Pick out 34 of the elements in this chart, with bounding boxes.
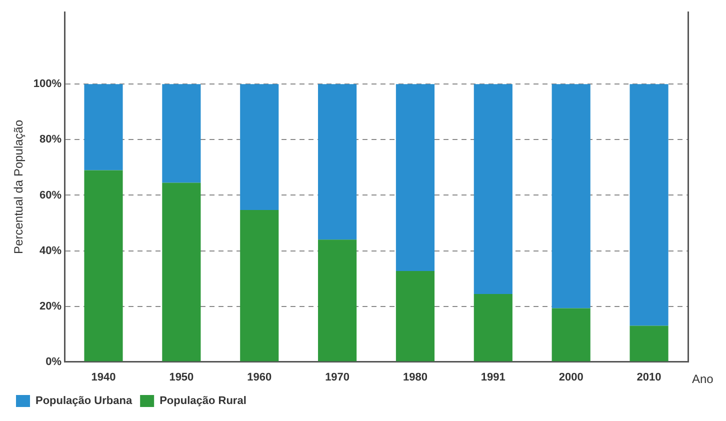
bar bbox=[84, 170, 123, 362]
bar bbox=[396, 271, 435, 362]
legend-label: População Rural bbox=[160, 395, 246, 408]
bar bbox=[474, 294, 512, 362]
bar bbox=[396, 84, 435, 272]
bar bbox=[630, 84, 668, 326]
y-tick-label: 40% bbox=[40, 244, 62, 257]
x-tick-label: 1970 bbox=[325, 371, 350, 384]
x-tick-label: 1980 bbox=[402, 371, 428, 384]
y-tick-label: 60% bbox=[40, 189, 62, 202]
bar bbox=[552, 308, 590, 362]
bar bbox=[630, 326, 668, 362]
bar bbox=[552, 84, 590, 308]
x-tick-label: 1960 bbox=[247, 371, 272, 384]
x-tick-label: 1991 bbox=[480, 371, 506, 384]
x-tick-label: 2010 bbox=[636, 371, 662, 384]
x-tick-label: 1940 bbox=[91, 371, 116, 384]
legend-label: População Urbana bbox=[36, 395, 133, 408]
bar bbox=[162, 182, 201, 362]
bar bbox=[84, 84, 123, 170]
y-tick-label: 0% bbox=[46, 356, 62, 368]
y-tick-label: 80% bbox=[40, 134, 62, 146]
x-tick-label: 1950 bbox=[169, 371, 194, 384]
bar bbox=[474, 84, 512, 294]
bar bbox=[240, 210, 279, 362]
y-tick-label: 20% bbox=[40, 300, 62, 312]
bar bbox=[162, 84, 201, 183]
bar bbox=[240, 84, 279, 210]
bar bbox=[318, 84, 357, 240]
bar bbox=[318, 240, 357, 362]
x-axis-title: Ano bbox=[692, 372, 714, 386]
y-tick-label: 100% bbox=[33, 78, 62, 90]
y-axis-title: Percentual da População bbox=[12, 120, 26, 254]
x-tick-label: 2000 bbox=[558, 371, 584, 384]
